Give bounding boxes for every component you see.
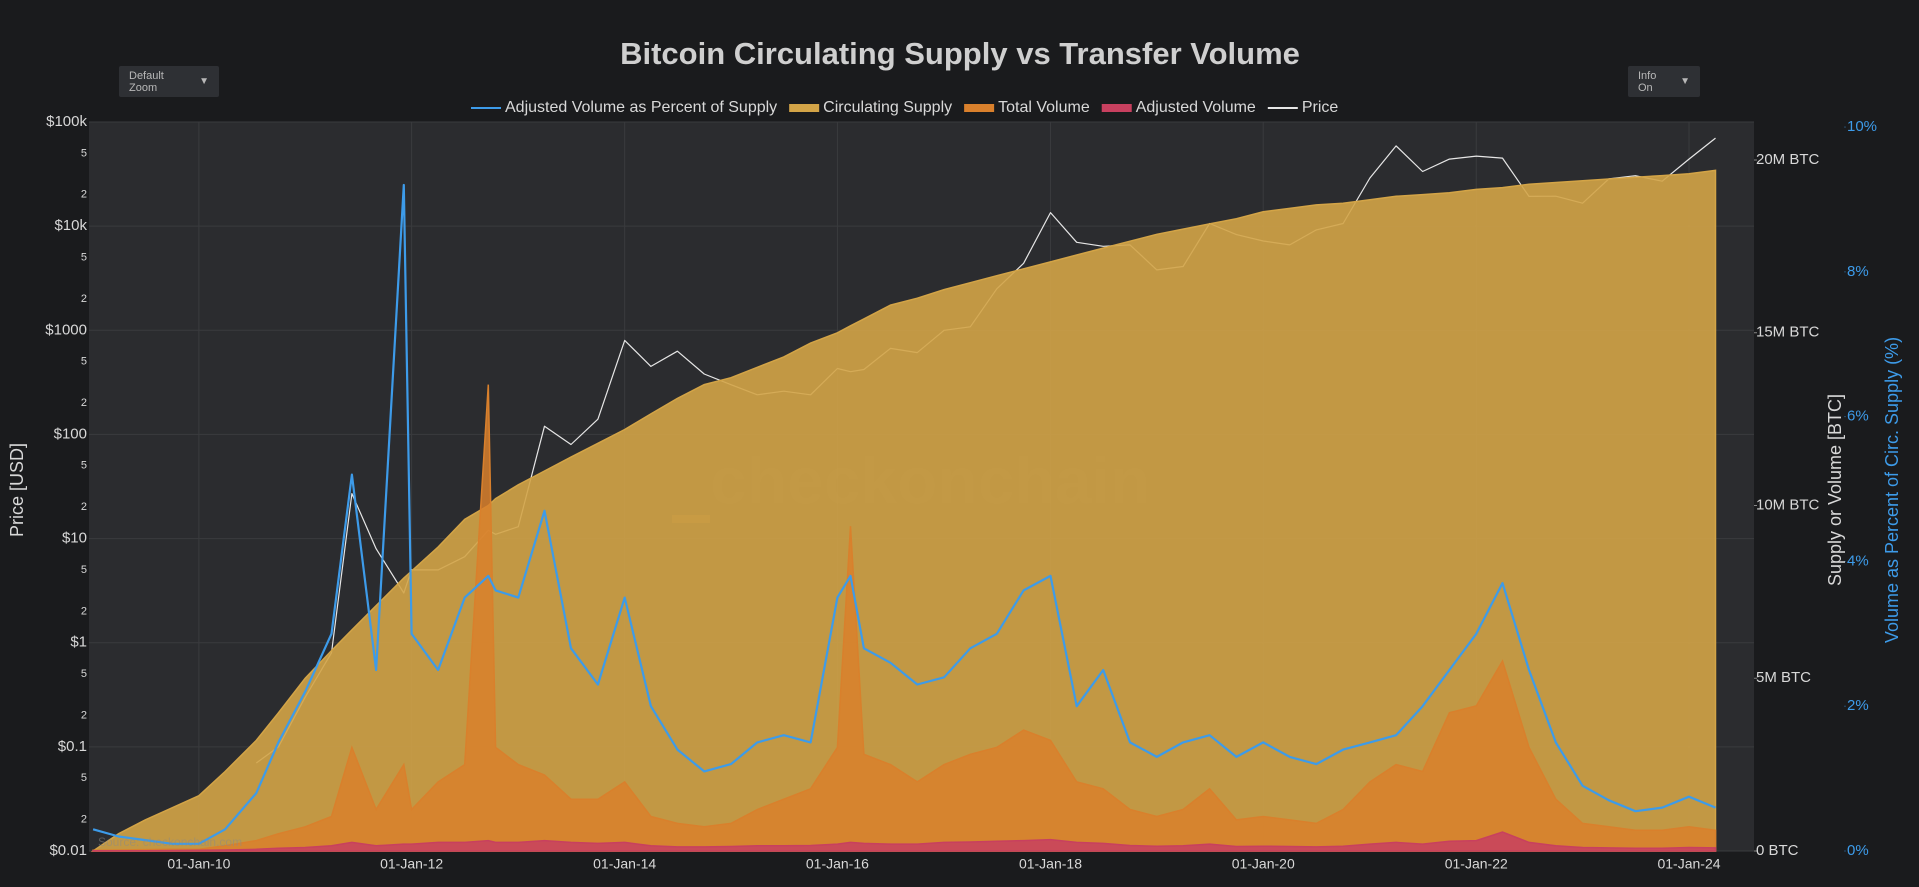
- y-tick-label: 5: [81, 668, 87, 680]
- y-tick-label: 2: [81, 501, 87, 513]
- y-tick-label: 5: [81, 356, 87, 368]
- y-tick-label: $0.01: [49, 842, 87, 859]
- y-tick-label: $0.1: [58, 738, 87, 755]
- y-tick-label: 5: [81, 251, 87, 263]
- x-tick-label: 01-Jan-18: [1019, 856, 1082, 872]
- x-tick-label: 01-Jan-20: [1232, 856, 1295, 872]
- y3-axis-title: Volume as Percent of Circ. Supply (%): [1882, 337, 1902, 643]
- y-tick-label: 2: [81, 189, 87, 201]
- area: [92, 831, 1717, 852]
- legend-swatch: [1101, 104, 1132, 112]
- x-tick-label: 01-Jan-16: [806, 856, 869, 872]
- info-button-label: Info On: [1638, 69, 1657, 94]
- y-tick-label: $1: [70, 634, 87, 651]
- x-tick-label: 01-Jan-22: [1445, 856, 1508, 872]
- marks: [90, 137, 1717, 852]
- legend-label: Adjusted Volume as Percent of Supply: [505, 99, 777, 116]
- y2-axis-title: Supply or Volume [BTC]: [1825, 394, 1845, 586]
- y2-tick-label: 5M BTC: [1756, 669, 1811, 686]
- legend-label: Circulating Supply: [823, 99, 952, 116]
- source-note: Source: checkonchain.com: [98, 835, 242, 849]
- y3-tick-label: 6%: [1847, 408, 1869, 425]
- x-tick-label: 01-Jan-14: [593, 856, 656, 872]
- legend-label: Total Volume: [998, 99, 1090, 116]
- y-tick-label: 2: [81, 293, 87, 305]
- y2-tick-label: 15M BTC: [1756, 324, 1820, 341]
- legend: Adjusted Volume as Percent of Supply Circ…: [471, 99, 1338, 116]
- y-tick-label: 5: [81, 147, 87, 159]
- y3-tick-label: 2%: [1847, 697, 1869, 714]
- dropdown-arrow: ▼: [199, 76, 209, 87]
- y-tick-label: $100k: [46, 113, 87, 130]
- legend-label: Price: [1302, 99, 1339, 116]
- y-tick-label: 5: [81, 460, 87, 472]
- legend-swatch: [964, 104, 995, 112]
- chart-title: Bitcoin Circulating Supply vs Transfer V…: [620, 36, 1300, 71]
- y3-tick-label: 0%: [1847, 842, 1869, 859]
- dropdown-arrow: ▼: [1680, 76, 1690, 87]
- zoom-button-label: Default Zoom: [129, 69, 164, 94]
- area: [92, 384, 1717, 852]
- legend-label: Adjusted Volume: [1136, 99, 1256, 116]
- y-axis-title: Price [USD]: [7, 443, 27, 537]
- y-tick-label: $100: [54, 425, 87, 442]
- y-tick-label: 2: [81, 709, 87, 721]
- x-tick-label: 01-Jan-12: [380, 856, 443, 872]
- y3-tick-label: 8%: [1847, 263, 1869, 280]
- y2-tick-label: 0 BTC: [1756, 842, 1799, 859]
- line: [92, 183, 1716, 845]
- y2-tick-label: 10M BTC: [1756, 496, 1820, 513]
- area: [90, 169, 1717, 852]
- x-tick-label: 01-Jan-24: [1657, 856, 1720, 872]
- y-tick-label: 5: [81, 772, 87, 784]
- zoom-button[interactable]: Default Zoom ▼: [119, 66, 219, 97]
- y-tick-label: $10k: [54, 217, 87, 234]
- y-tick-label: 2: [81, 814, 87, 826]
- y-tick-label: 5: [81, 564, 87, 576]
- y2-tick-label: 20M BTC: [1756, 151, 1820, 168]
- x-tick-label: 01-Jan-10: [167, 856, 230, 872]
- y3-tick-label: 10%: [1847, 118, 1877, 135]
- y-tick-label: $1000: [45, 321, 87, 338]
- info-button[interactable]: Info On ▼: [1628, 66, 1700, 97]
- legend-swatch: [789, 104, 820, 112]
- y-tick-label: 2: [81, 605, 87, 617]
- y-tick-label: $10: [62, 530, 87, 547]
- y-tick-label: 2: [81, 397, 87, 409]
- y3-tick-label: 4%: [1847, 552, 1869, 569]
